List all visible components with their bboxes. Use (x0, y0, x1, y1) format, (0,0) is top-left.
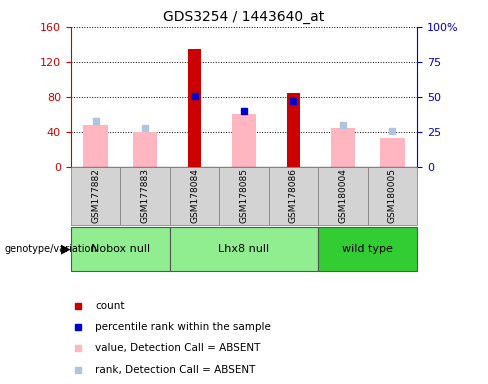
Text: GSM177883: GSM177883 (141, 168, 149, 223)
Text: Nobox null: Nobox null (91, 243, 150, 254)
Bar (331, 129, 355, 167)
Text: GSM177882: GSM177882 (91, 169, 100, 223)
Text: GSM180005: GSM180005 (388, 168, 397, 223)
Text: ▶: ▶ (61, 242, 71, 255)
Text: genotype/variation: genotype/variation (5, 243, 98, 254)
Text: GSM180004: GSM180004 (339, 169, 347, 223)
Bar (188, 49, 201, 167)
Text: GSM178086: GSM178086 (289, 168, 298, 223)
Bar (287, 93, 300, 167)
Text: Lhx8 null: Lhx8 null (219, 243, 269, 254)
Bar (318, 167, 368, 225)
Bar (71, 167, 120, 225)
Bar (368, 167, 417, 225)
Bar (232, 114, 256, 167)
Text: count: count (95, 301, 124, 311)
Bar (170, 227, 318, 271)
Text: percentile rank within the sample: percentile rank within the sample (95, 322, 271, 333)
Text: GSM178085: GSM178085 (240, 168, 248, 223)
Bar (83, 125, 108, 167)
Text: value, Detection Call = ABSENT: value, Detection Call = ABSENT (95, 343, 261, 354)
Bar (269, 167, 318, 225)
Bar (71, 227, 170, 271)
Text: GSM178084: GSM178084 (190, 169, 199, 223)
Bar (219, 167, 269, 225)
Bar (318, 227, 417, 271)
Text: wild type: wild type (342, 243, 393, 254)
Title: GDS3254 / 1443640_at: GDS3254 / 1443640_at (163, 10, 325, 25)
Bar (170, 167, 219, 225)
Text: rank, Detection Call = ABSENT: rank, Detection Call = ABSENT (95, 364, 255, 375)
Bar (120, 167, 170, 225)
Bar (380, 138, 405, 167)
Bar (133, 132, 157, 167)
